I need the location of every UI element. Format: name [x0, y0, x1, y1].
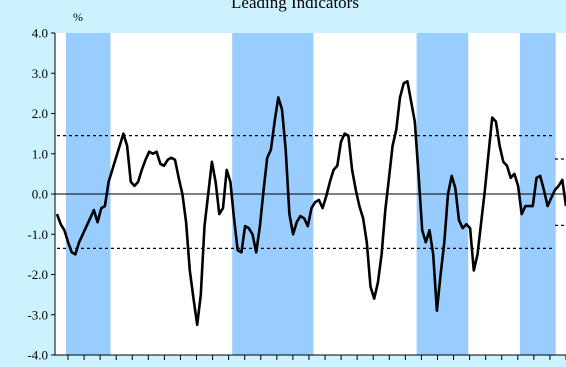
y-tick-label: -1.0: [27, 227, 48, 242]
y-tick-label: -3.0: [27, 307, 48, 322]
axes-group: 4.0 3.0 2.0 1.0 0.0 -1.0 -2.0 -3.0 -4.0: [27, 26, 566, 363]
y-tick-label: 2.0: [32, 106, 48, 121]
series-line: [55, 80, 566, 327]
y-tick-label: -2.0: [27, 267, 48, 282]
y-tick-label: 4.0: [32, 26, 48, 41]
y-axis-unit-label: %: [73, 10, 83, 24]
chart-title: Leading Indicators: [231, 0, 359, 12]
y-tick-label: 1.0: [32, 146, 48, 161]
y-tick-label: -4.0: [27, 348, 48, 363]
y-tick-label: 3.0: [32, 66, 48, 81]
y-tick-label: 0.0: [32, 187, 48, 202]
